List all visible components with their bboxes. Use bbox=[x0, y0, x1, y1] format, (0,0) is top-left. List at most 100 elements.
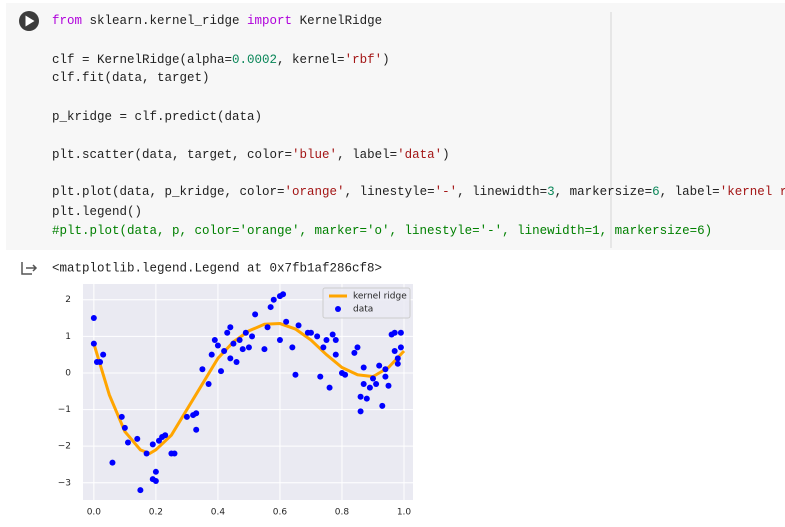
plot-area bbox=[83, 284, 413, 500]
code-token: 3 bbox=[547, 185, 555, 199]
data-point bbox=[205, 380, 212, 387]
code-token: KernelRidge bbox=[292, 14, 382, 28]
data-point bbox=[233, 358, 240, 365]
code-token: '-' bbox=[435, 185, 458, 199]
data-point bbox=[394, 355, 401, 362]
data-point bbox=[280, 291, 287, 298]
x-tick-label: 0.0 bbox=[87, 508, 102, 518]
chart: 0.0 0.2 0.4 0.6 0.8 1.0 −3 −2 −1 0 1 2 kernel ridge d… bbox=[58, 284, 413, 518]
data-point bbox=[317, 373, 324, 380]
data-point bbox=[397, 329, 404, 336]
code-token: ) bbox=[382, 53, 390, 67]
data-point bbox=[252, 311, 259, 318]
code-token: , label= bbox=[660, 185, 720, 199]
code-token: 6 bbox=[652, 185, 660, 199]
code-line: plt.scatter(data, target, color='blue', … bbox=[52, 148, 450, 162]
code-line: clf.fit(data, target) bbox=[52, 71, 210, 85]
data-point bbox=[354, 344, 361, 351]
data-point bbox=[224, 329, 231, 336]
data-point bbox=[97, 358, 104, 365]
code: from sklearn.kernel_ridge import KernelR… bbox=[52, 14, 785, 238]
data-point bbox=[326, 384, 333, 391]
code-token: clf.fit(data, target) bbox=[52, 71, 210, 85]
data-point bbox=[397, 344, 404, 351]
code-token: plt.plot(data, p_kridge, color= bbox=[52, 185, 285, 199]
data-point bbox=[314, 333, 321, 340]
data-point bbox=[152, 468, 159, 475]
data-point bbox=[332, 351, 339, 358]
data-point bbox=[137, 487, 144, 494]
code-token: 0.0002 bbox=[232, 53, 277, 67]
run-button[interactable] bbox=[19, 11, 39, 31]
code-token: 'blue' bbox=[292, 148, 337, 162]
data-point bbox=[90, 315, 97, 322]
code-line: clf = KernelRidge(alpha=0.0002, kernel='… bbox=[52, 53, 390, 67]
data-point bbox=[227, 324, 234, 331]
data-point bbox=[90, 340, 97, 347]
data-point bbox=[109, 459, 116, 466]
data-point bbox=[276, 337, 283, 344]
code-token: plt.legend() bbox=[52, 205, 142, 219]
data-point bbox=[295, 322, 302, 329]
data-point bbox=[143, 450, 150, 457]
data-point bbox=[391, 347, 398, 354]
data-point bbox=[134, 435, 141, 442]
data-point bbox=[221, 347, 228, 354]
data-point bbox=[124, 439, 131, 446]
data-point bbox=[363, 395, 370, 402]
code-token: 'orange' bbox=[285, 185, 345, 199]
data-point bbox=[289, 344, 296, 351]
code-line: plt.legend() bbox=[52, 205, 142, 219]
code-token: ) bbox=[442, 148, 450, 162]
data-point bbox=[351, 349, 358, 356]
data-point bbox=[118, 413, 125, 420]
data-point bbox=[307, 329, 314, 336]
data-point bbox=[385, 382, 392, 389]
data-point bbox=[267, 304, 274, 311]
code-token: p_kridge = clf.predict(data) bbox=[52, 110, 262, 124]
data-point bbox=[379, 402, 386, 409]
data-point bbox=[199, 366, 206, 373]
y-tick-label: 2 bbox=[65, 295, 71, 305]
code-token: , markersize= bbox=[555, 185, 653, 199]
data-point bbox=[391, 329, 398, 336]
code-token: , linestyle= bbox=[345, 185, 435, 199]
data-point bbox=[369, 375, 376, 382]
data-point bbox=[230, 340, 237, 347]
data-point bbox=[323, 337, 330, 344]
code-token: , label= bbox=[337, 148, 397, 162]
code-line: from sklearn.kernel_ridge import KernelR… bbox=[52, 14, 382, 28]
data-point bbox=[373, 380, 380, 387]
output-arrow bbox=[21, 262, 38, 275]
data-point bbox=[236, 337, 243, 344]
code-token: plt.scatter(data, target, color= bbox=[52, 148, 292, 162]
data-point bbox=[242, 329, 249, 336]
data-point bbox=[283, 318, 290, 325]
run-icon[interactable] bbox=[25, 15, 35, 27]
data-point bbox=[382, 366, 389, 373]
data-point bbox=[245, 344, 252, 351]
y-tick-label: −3 bbox=[58, 478, 71, 488]
code-line: #plt.plot(data, p, color='orange', marke… bbox=[52, 224, 712, 238]
code-line: plt.plot(data, p_kridge, color='orange',… bbox=[52, 185, 785, 199]
data-point bbox=[162, 432, 169, 439]
data-point bbox=[394, 360, 401, 367]
data-point bbox=[227, 355, 234, 362]
data-point bbox=[211, 337, 218, 344]
code-token: from bbox=[52, 14, 82, 28]
x-tick-label: 0.2 bbox=[149, 508, 163, 518]
data-point bbox=[366, 384, 373, 391]
data-point bbox=[360, 364, 367, 371]
data-point bbox=[152, 477, 159, 484]
code-token: , kernel= bbox=[277, 53, 345, 67]
data-point bbox=[332, 337, 339, 344]
data-point bbox=[214, 342, 221, 349]
code-cell bbox=[6, 3, 785, 250]
data-point bbox=[329, 331, 336, 338]
code-token: , linewidth= bbox=[457, 185, 547, 199]
legend-label: kernel ridge bbox=[353, 292, 407, 302]
code-token: 'kernel ridge' bbox=[720, 185, 785, 199]
data-point bbox=[320, 344, 327, 351]
data-point bbox=[264, 324, 271, 331]
